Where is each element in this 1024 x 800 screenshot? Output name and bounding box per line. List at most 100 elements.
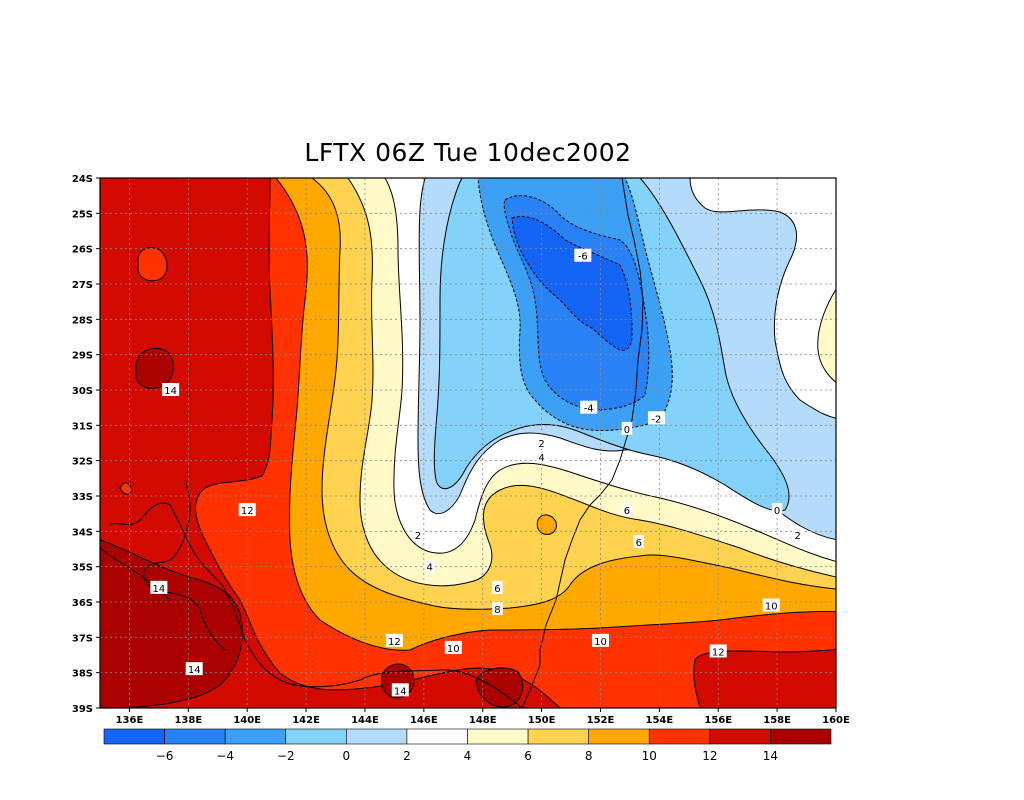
contour-label: 12: [712, 647, 725, 658]
contour-label: -6: [578, 252, 588, 263]
colorbar-label: 8: [585, 749, 593, 763]
lon-label: 148E: [469, 715, 497, 726]
lat-label: 28S: [72, 315, 93, 326]
lat-label: 33S: [72, 492, 93, 503]
lat-label: 29S: [72, 351, 93, 362]
colorbar-swatch: [527, 728, 589, 745]
contour-label: 6: [494, 584, 500, 595]
colorbar-label: 2: [403, 749, 411, 763]
contour-label-bg: [621, 503, 633, 517]
contour-fill-12-sw-tip: [119, 482, 133, 495]
contour-label-bg: [709, 644, 727, 658]
contour-label-bg: [792, 527, 803, 541]
contour-fill-2-ne: [689, 178, 836, 419]
lon-label: 160E: [822, 715, 850, 726]
colorbar-swatch: [406, 728, 468, 745]
contour-label-bg: [762, 598, 780, 612]
lat-label: 32S: [72, 457, 93, 468]
contour-label: 6: [636, 538, 642, 549]
contour-label-bg: [412, 527, 424, 541]
latitude-labels: 24S 25S 26S 27S 28S 29S 30S 31S 32S 33S 34S 35S 36S 3…: [72, 174, 100, 715]
colorbar-label: 6: [524, 749, 532, 763]
colorbar-swatch: [709, 728, 771, 745]
contour-label-bg: [238, 503, 256, 517]
contour-label-bg: [492, 580, 503, 594]
contour-label: -4: [584, 404, 594, 415]
contour-label-bg: [391, 683, 409, 697]
colorbar-swatch: [285, 728, 347, 745]
contour-label: 14: [164, 386, 177, 397]
contour-label-bg: [574, 248, 592, 262]
longitude-labels: 136E 138E 140E 142E 144E 146E 148E 150E 152E 154E…: [116, 708, 850, 726]
contour-label: 4: [427, 563, 433, 574]
colorbar-label: 12: [702, 749, 717, 763]
colorbar-label: 4: [464, 749, 472, 763]
lat-label: 36S: [72, 598, 93, 609]
lon-label: 140E: [233, 715, 261, 726]
colorbar-swatch: [467, 728, 529, 745]
lat-label: 35S: [72, 563, 93, 574]
map-frame: [99, 177, 837, 709]
contour-label-bg: [150, 580, 168, 594]
contour-fill-8-inner: [536, 514, 557, 535]
contour-label-bg: [591, 633, 609, 647]
contour-label-bg: [647, 411, 665, 425]
lat-label: 24S: [72, 174, 93, 185]
lon-label: 150E: [528, 715, 556, 726]
contour-label: 12: [388, 637, 401, 648]
lat-label: 27S: [72, 280, 93, 291]
filled-contours: [100, 178, 836, 708]
contour-label: 14: [394, 686, 407, 697]
lon-label: 144E: [351, 715, 379, 726]
lat-label: 26S: [72, 245, 93, 256]
contour-label-bg: [444, 640, 462, 654]
contour-labels: -6 -4 -2 0 2 4 2 4 6 8 6 6 0 2 10 10 10 12 12 12 14 14 14 14: [150, 248, 803, 697]
contour-label: -2: [651, 414, 661, 425]
contour-label: 10: [447, 644, 460, 655]
contour-fill-14-sw: [100, 539, 243, 708]
contour-label: 12: [241, 506, 254, 517]
contour-fill-14-blob1: [137, 247, 168, 282]
chart-title: LFTX 06Z Tue 10dec2002: [304, 138, 632, 167]
colorbar-swatch: [588, 728, 650, 745]
lat-label: 39S: [72, 704, 93, 715]
contour-label: 10: [765, 602, 778, 613]
lon-label: 146E: [410, 715, 438, 726]
colorbar-swatch: [770, 728, 832, 745]
lon-label: 156E: [704, 715, 732, 726]
contour-label: 0: [774, 506, 780, 517]
colorbar: −6 −4 −2 0 2 4 6 8 10 12 14: [103, 728, 832, 763]
lon-label: 142E: [292, 715, 320, 726]
colorbar-swatch: [346, 728, 408, 745]
lon-label: 136E: [116, 715, 144, 726]
lon-label: 158E: [763, 715, 791, 726]
contour-label-bg: [633, 534, 645, 548]
colorbar-label: −4: [216, 749, 234, 763]
contour-label: 14: [153, 584, 166, 595]
contour-label: 0: [624, 425, 630, 436]
lat-label: 38S: [72, 669, 93, 680]
contour-label: 8: [494, 605, 500, 616]
contour-label-bg: [580, 400, 598, 414]
lon-label: 138E: [174, 715, 202, 726]
lon-label: 152E: [587, 715, 615, 726]
coastline-east: [521, 178, 644, 708]
colorbar-swatch: [103, 728, 165, 745]
lat-label: 37S: [72, 633, 93, 644]
contour-fill-14-s2: [475, 667, 524, 708]
contour-label-bg: [771, 503, 783, 517]
colorbar-label: 10: [642, 749, 657, 763]
contour-label-bg: [492, 602, 503, 616]
contour-label: 14: [188, 665, 201, 676]
contour-label-bg: [621, 421, 633, 435]
contour-label: 10: [594, 637, 607, 648]
colorbar-swatch: [224, 728, 287, 745]
contour-label: 2: [415, 531, 421, 542]
contour-fill-14-blob2: [135, 347, 174, 389]
colorbar-label: 0: [343, 749, 351, 763]
contour-label-bg: [162, 383, 180, 396]
contour-label-bg: [424, 559, 435, 573]
lon-label: 154E: [646, 715, 674, 726]
lat-label: 25S: [72, 209, 93, 220]
